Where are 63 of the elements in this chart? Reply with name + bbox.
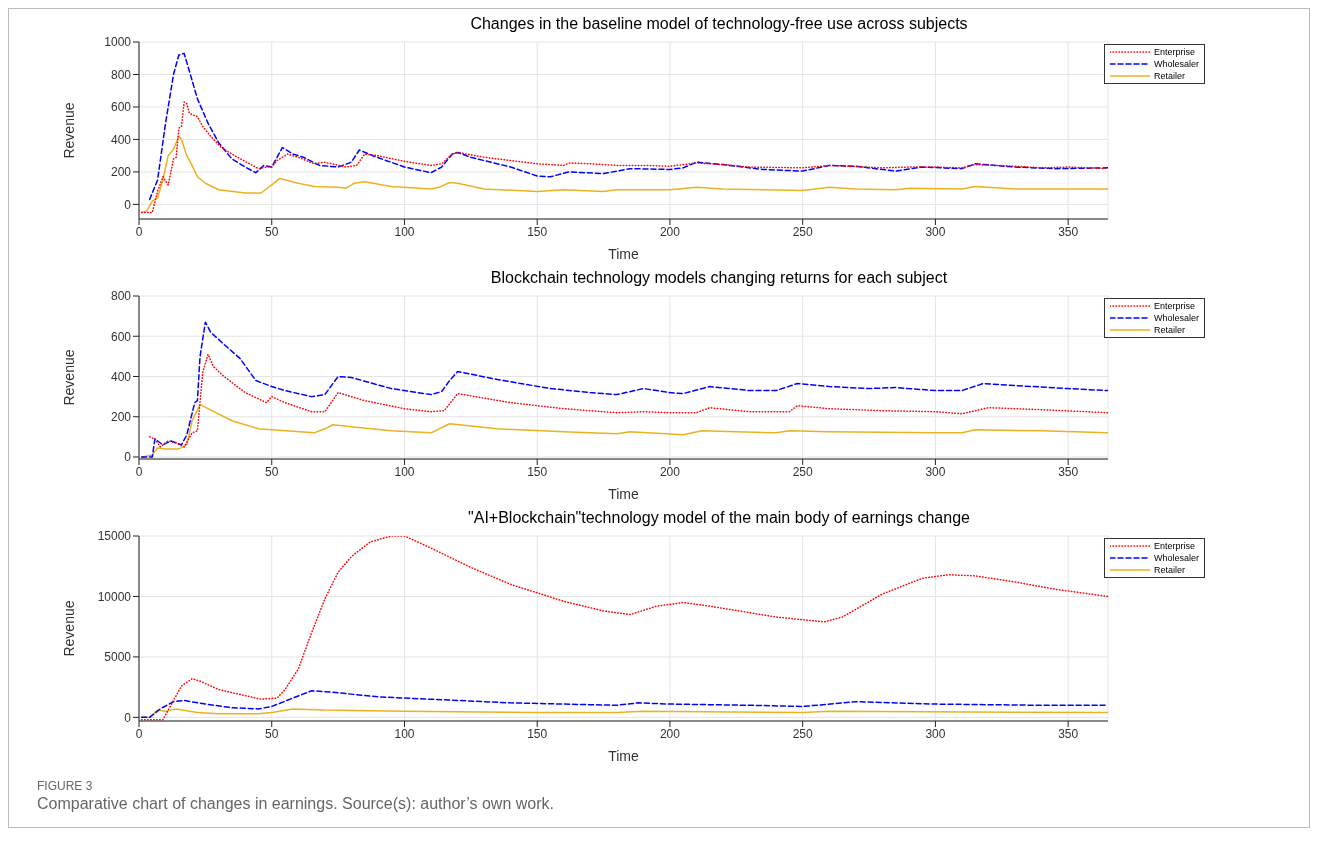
legend-label: Enterprise [1153, 47, 1195, 57]
y-tick-label: 400 [110, 132, 132, 147]
y-axis-title: Revenue [60, 102, 77, 159]
legend-label: Wholesaler [1153, 313, 1199, 323]
x-tick-label: 350 [1058, 464, 1079, 479]
x-tick-label: 0 [135, 726, 143, 741]
x-tick-label: 100 [394, 726, 415, 741]
x-tick-label: 250 [792, 464, 814, 479]
x-tick-label: 150 [527, 224, 548, 239]
x-tick-label: 250 [792, 726, 814, 741]
line-series [140, 135, 1108, 214]
x-axis-title: Time [608, 485, 639, 502]
line-series [148, 353, 1108, 448]
x-tick-label: 300 [925, 464, 946, 479]
text: Comparative chart of changes in earnings. Source(s): author’s own work. [37, 795, 555, 813]
y-tick-label: 400 [110, 369, 132, 384]
x-tick-label: 0 [135, 464, 143, 479]
y-tick-label: 10000 [97, 589, 132, 604]
chart-title: Blockchain technology models changing returns for each subject [489, 269, 949, 288]
x-tick-label: 200 [659, 464, 681, 479]
x-tick-label: 100 [394, 224, 415, 239]
legend-label: Retailer [1153, 325, 1185, 335]
y-axis-title: Revenue [60, 349, 77, 406]
x-tick-label: 300 [925, 224, 946, 239]
x-tick-label: 350 [1058, 726, 1079, 741]
x-axis-title: Time [608, 245, 639, 262]
y-tick-label: 200 [110, 165, 132, 180]
y-tick-label: 600 [110, 100, 132, 115]
x-tick-label: 250 [792, 224, 814, 239]
x-tick-label: 200 [659, 224, 681, 239]
x-tick-label: 100 [394, 464, 415, 479]
legend-label: Wholesaler [1153, 553, 1199, 563]
y-tick-label: 800 [110, 289, 132, 304]
x-tick-label: 50 [265, 224, 279, 239]
caption: FIGURE 3 [37, 779, 94, 793]
legend-label: Wholesaler [1153, 59, 1199, 69]
y-tick-label: 5000 [104, 650, 132, 665]
x-tick-label: 50 [265, 726, 279, 741]
y-tick-label: 15000 [97, 529, 132, 544]
y-tick-label: 0 [124, 450, 132, 465]
legend-label: Enterprise [1153, 301, 1195, 311]
x-tick-label: 150 [527, 726, 548, 741]
line-series [140, 101, 1108, 214]
y-tick-label: 0 [124, 710, 132, 725]
x-tick-label: 0 [135, 224, 143, 239]
x-tick-label: 300 [925, 726, 946, 741]
x-tick-label: 200 [659, 726, 681, 741]
line-series [148, 52, 1108, 201]
x-tick-label: 350 [1058, 224, 1079, 239]
legend-label: Enterprise [1153, 541, 1195, 551]
y-tick-label: 0 [124, 197, 132, 212]
x-tick-label: 150 [527, 464, 548, 479]
y-axis-title: Revenue [60, 600, 77, 657]
x-axis-title: Time [608, 747, 639, 764]
legend-label: Retailer [1153, 565, 1185, 575]
chart-title: "AI+Blockchain"technology model of the main body of earnings change [467, 509, 971, 528]
chart-title: Changes in the baseline model of technology-free use across subjects [469, 15, 969, 34]
y-tick-label: 800 [110, 67, 132, 82]
x-tick-label: 50 [265, 464, 279, 479]
y-tick-label: 1000 [104, 35, 132, 50]
y-tick-label: 600 [110, 329, 132, 344]
y-tick-label: 200 [110, 410, 132, 424]
legend-label: Retailer [1153, 71, 1185, 81]
